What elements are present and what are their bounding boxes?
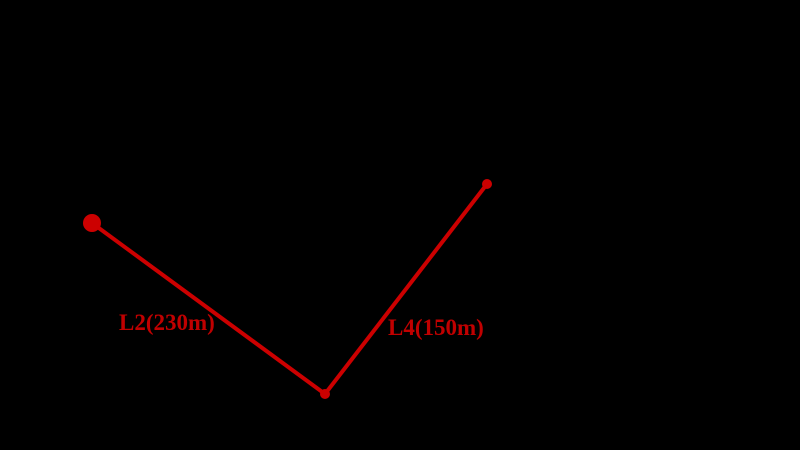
right-endpoint-dot: [482, 179, 492, 189]
vertex-dot: [320, 389, 330, 399]
segment-l2-label: L2(230m): [119, 310, 215, 335]
left-endpoint-dot: [83, 214, 101, 232]
segment-l2-line: [90, 221, 327, 396]
segment-l4-label: L4(150m): [388, 315, 484, 340]
segment-l4-line: [323, 182, 489, 396]
